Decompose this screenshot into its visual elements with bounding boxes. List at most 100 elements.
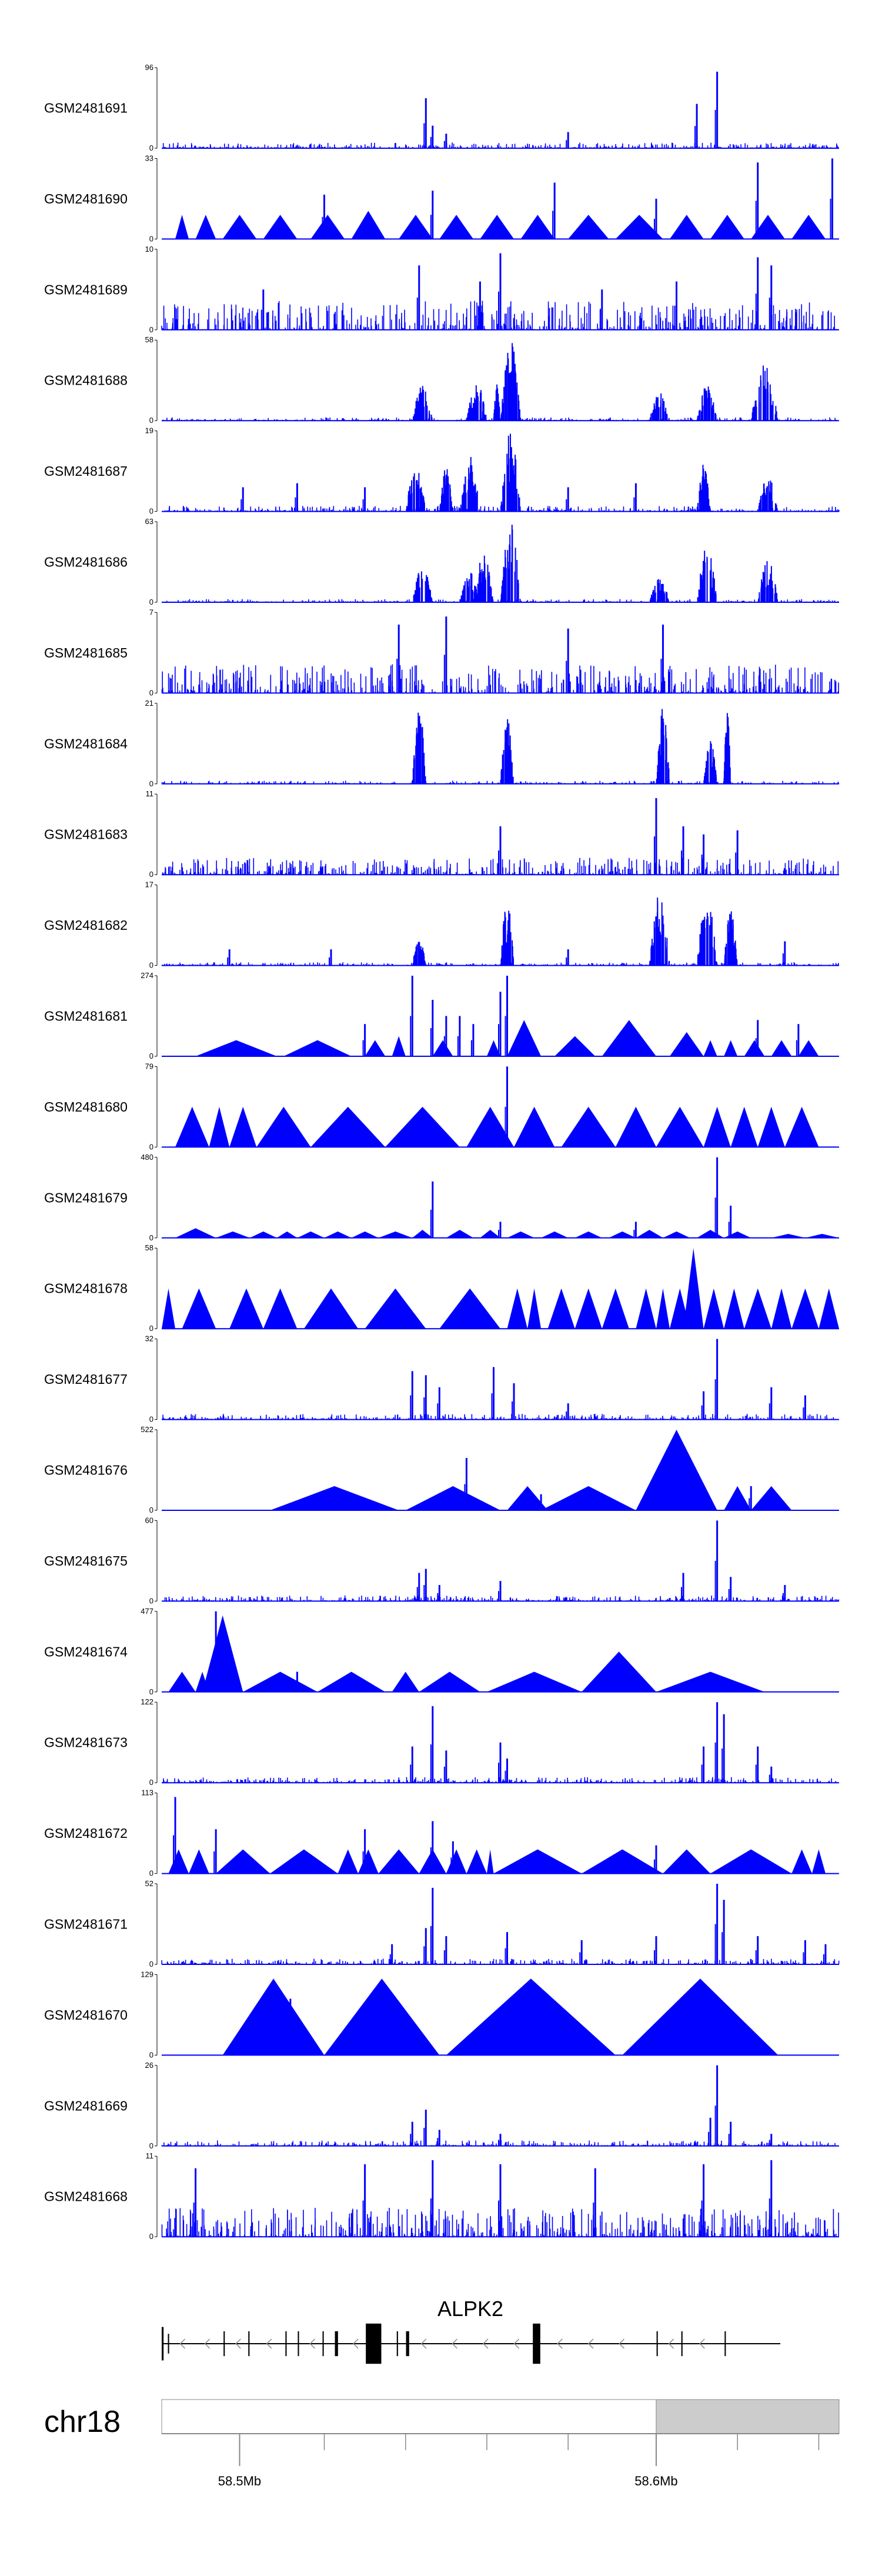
coverage-cluster [723, 713, 731, 784]
track-label: GSM2481672 [44, 1826, 128, 1841]
y-max-label: 58 [145, 1243, 153, 1252]
track-label: GSM2481675 [44, 1553, 128, 1569]
coverage-triangle [229, 1106, 257, 1147]
y-min-label: 0 [149, 1052, 153, 1060]
track-GSM2481670: GSM2481670 129 0 [44, 1970, 839, 2059]
y-min-label: 0 [149, 234, 153, 243]
strand-arrow [557, 2338, 563, 2349]
coverage-triangle [270, 1849, 338, 1874]
coverage-triangle [656, 1288, 670, 1329]
coverage-signal [162, 417, 837, 421]
gene-exon [533, 2323, 540, 2364]
coverage-triangle [202, 1615, 243, 1692]
coverage-triangle [507, 1288, 528, 1329]
coverage-triangle [602, 1020, 656, 1056]
coverage-triangle [365, 1040, 386, 1056]
coverage-triangle [243, 1671, 318, 1692]
coverage-triangle [670, 215, 704, 239]
y-max-label: 11 [146, 789, 154, 798]
coverage-triangle [385, 1106, 460, 1147]
coverage-cluster [459, 457, 478, 512]
coverage-cluster [500, 343, 522, 421]
coverage-triangle [561, 1106, 616, 1147]
gene-exon [162, 2327, 164, 2361]
coverage-triangle [724, 1231, 751, 1238]
coverage-signal [161, 664, 839, 693]
coverage-triangle [378, 1231, 413, 1238]
y-min-label: 0 [149, 2050, 153, 2059]
y-min-label: 0 [149, 598, 153, 606]
coverage-triangle [710, 1849, 792, 1874]
coverage-triangle [283, 1040, 352, 1056]
strand-arrow [353, 2338, 359, 2349]
coverage-triangle [724, 1486, 751, 1510]
coverage-triangle [276, 1231, 298, 1238]
track-label: GSM2481682 [44, 917, 128, 933]
coverage-triangle [744, 1288, 771, 1329]
track-label: GSM2481669 [44, 2098, 128, 2113]
coverage-triangle [798, 1040, 819, 1056]
coverage-triangle [480, 1230, 500, 1238]
coverage-signal [161, 1958, 840, 1964]
coverage-cluster [500, 910, 514, 966]
coverage-triangle [751, 215, 785, 239]
track-GSM2481668: GSM2481668 11 0 [44, 2151, 839, 2241]
coverage-triangle [493, 1849, 582, 1874]
strand-arrow [179, 2338, 186, 2349]
coverage-triangle [703, 1040, 717, 1056]
coverage-triangle [507, 1020, 542, 1056]
y-min-label: 0 [149, 1687, 153, 1696]
y-min-label: 0 [149, 779, 153, 788]
track-GSM2481684: GSM2481684 21 0 [44, 699, 840, 788]
coverage-triangle [791, 1849, 812, 1874]
y-min-label: 0 [149, 507, 153, 516]
track-label: GSM2481683 [44, 827, 128, 842]
coverage-triangle [486, 1040, 500, 1056]
coverage-triangle [297, 1231, 325, 1238]
track-GSM2481689: GSM2481689 10 0 [44, 245, 839, 334]
coverage-triangle [656, 1671, 765, 1692]
coverage-cluster [500, 433, 522, 512]
track-label: GSM2481689 [44, 282, 128, 297]
y-max-label: 26 [145, 2061, 153, 2070]
chromosome-band-unshaded [161, 2399, 657, 2434]
track-GSM2481672: GSM2481672 113 0 [44, 1788, 839, 1878]
coverage-triangle [683, 1248, 704, 1329]
coverage-triangle [263, 215, 298, 239]
coverage-triangle [446, 1978, 616, 2056]
coverage-triangle [663, 1231, 690, 1238]
track-label: GSM2481678 [44, 1281, 128, 1296]
coverage-triangle [636, 1230, 663, 1238]
coverage-triangle [784, 1106, 819, 1147]
track-GSM2481674: GSM2481674 477 0 [44, 1607, 839, 1696]
y-min-label: 0 [149, 1778, 153, 1787]
y-min-label: 0 [149, 325, 153, 334]
strand-arrow [482, 2338, 489, 2349]
track-GSM2481680: GSM2481680 79 0 [44, 1062, 839, 1151]
track-GSM2481677: GSM2481677 32 0 [44, 1334, 839, 1424]
coverage-signal [161, 2140, 836, 2146]
coverage-cluster [723, 911, 738, 966]
y-max-label: 63 [145, 517, 153, 526]
track-GSM2481681: GSM2481681 274 0 [44, 971, 839, 1060]
coverage-triangle [419, 1671, 480, 1692]
y-max-label: 10 [145, 245, 153, 253]
coverage-triangle [744, 1040, 765, 1056]
coverage-cluster [696, 386, 718, 421]
y-max-label: 19 [145, 426, 153, 435]
coverage-triangle [378, 1849, 419, 1874]
y-max-label: 21 [145, 699, 153, 708]
y-min-label: 0 [149, 1324, 153, 1333]
coverage-triangle [351, 1231, 379, 1238]
coverage-triangle [405, 1486, 500, 1510]
coverage-cluster [413, 386, 433, 421]
y-max-label: 274 [141, 971, 153, 980]
track-label: GSM2481671 [44, 1917, 128, 1932]
coverage-triangle [324, 1231, 352, 1238]
coverage-triangle [486, 1671, 582, 1692]
track-GSM2481679: GSM2481679 480 0 [44, 1153, 839, 1242]
track-label: GSM2481670 [44, 2007, 128, 2023]
track-GSM2481673: GSM2481673 122 0 [44, 1697, 839, 1787]
y-min-label: 0 [149, 1960, 153, 1968]
track-GSM2481678: GSM2481678 58 0 [44, 1243, 839, 1333]
